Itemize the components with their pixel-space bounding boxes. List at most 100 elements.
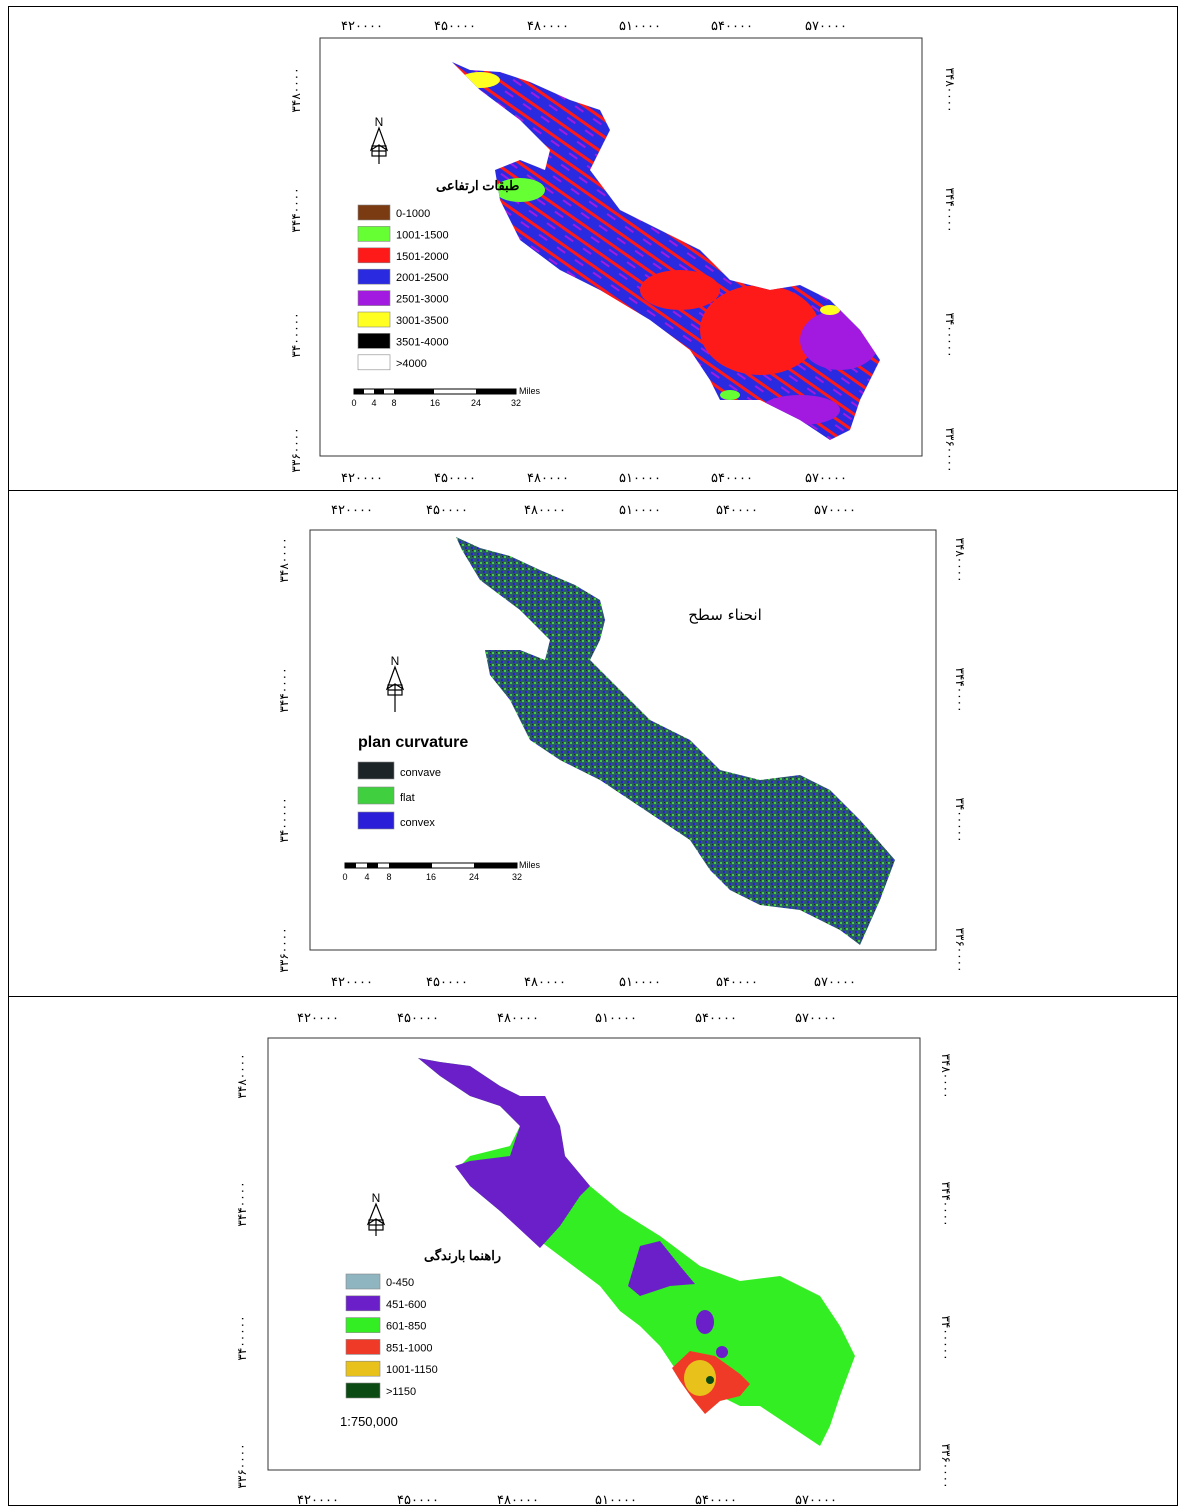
y-tick-label: ۳۳۶۰۰۰۰: [235, 1443, 249, 1488]
legend-label: 601-850: [386, 1321, 426, 1333]
y-tick-label: ۳۳۶۰۰۰۰: [277, 927, 291, 972]
legend-title: راهنما بارندگی: [424, 1247, 501, 1264]
x-tick-label: ۵۴۰۰۰۰: [711, 471, 753, 486]
legend-swatch: [357, 290, 391, 306]
x-tick-label: ۵۷۰۰۰۰: [795, 1493, 837, 1508]
legend-label: convex: [400, 817, 435, 829]
y-tick-label: ۳۴۴۰۰۰۰: [943, 187, 957, 232]
y-tick-label: ۳۴۸۰۰۰۰: [289, 67, 303, 112]
svg-text:32: 32: [511, 398, 521, 408]
svg-text:24: 24: [469, 872, 479, 882]
y-tick-label: ۳۴۴۰۰۰۰: [289, 187, 303, 232]
legend-label: 0-450: [386, 1277, 414, 1289]
legend-swatch: [357, 311, 391, 328]
y-tick-label: ۳۴۰۰۰۰۰: [943, 312, 957, 357]
svg-text:N: N: [375, 115, 384, 129]
y-tick-label: ۳۴۸۰۰۰۰: [277, 537, 291, 582]
y-tick-label: ۳۳۶۰۰۰۰: [943, 427, 957, 472]
x-tick-label: ۴۸۰۰۰۰: [527, 19, 569, 34]
north-arrow-icon: N: [385, 654, 405, 712]
y-tick-label: ۳۴۰۰۰۰۰: [235, 1315, 249, 1360]
x-tick-label: ۴۵۰۰۰۰: [426, 975, 468, 990]
legend-swatch: [345, 1317, 381, 1333]
x-tick-label: ۴۲۰۰۰۰: [331, 503, 373, 518]
x-tick-label: ۵۴۰۰۰۰: [716, 503, 758, 518]
legend-label: 1501-2000: [396, 251, 449, 263]
x-tick-label: ۴۲۰۰۰۰: [331, 975, 373, 990]
legend-items: convave flat convex: [357, 761, 441, 830]
legend: طبقات ارتفاعی: [436, 178, 519, 194]
x-tick-label: ۴۵۰۰۰۰: [434, 471, 476, 486]
x-tick-label: ۴۲۰۰۰۰: [341, 471, 383, 486]
y-tick-label: ۳۴۰۰۰۰۰: [939, 1315, 953, 1360]
x-tick-label: ۴۸۰۰۰۰: [497, 1011, 539, 1026]
svg-text:Miles: Miles: [519, 860, 541, 870]
x-tick-label: ۴۲۰۰۰۰: [297, 1011, 339, 1026]
legend-label: flat: [400, 792, 415, 804]
legend-label: >4000: [396, 358, 427, 370]
legend-title: plan curvature: [358, 734, 468, 751]
x-tick-label: ۵۷۰۰۰۰: [795, 1011, 837, 1026]
x-tick-label: ۴۵۰۰۰۰: [434, 19, 476, 34]
legend-label: 2501-3000: [396, 294, 449, 306]
map-frame: [267, 1037, 921, 1471]
svg-text:4: 4: [371, 398, 376, 408]
y-tick-label: ۳۴۰۰۰۰۰: [289, 312, 303, 357]
x-axis-bottom: ۴۲۰۰۰۰ ۴۵۰۰۰۰ ۴۸۰۰۰۰ ۵۱۰۰۰۰ ۵۴۰۰۰۰ ۵۷۰۰۰…: [297, 1493, 837, 1508]
map-title: انحناء سطح: [688, 606, 762, 624]
legend-swatch: [357, 811, 395, 830]
x-tick-label: ۴۵۰۰۰۰: [397, 1011, 439, 1026]
table-frame: [8, 6, 1178, 1506]
y-tick-label: ۳۴۸۰۰۰۰: [235, 1053, 249, 1098]
svg-text:0: 0: [342, 872, 347, 882]
x-tick-label: ۴۲۰۰۰۰: [341, 19, 383, 34]
curvature-map-panel: انحناء سطح ۴۲۰۰۰۰ ۴۵۰۰۰۰ ۴۸۰۰۰۰ ۵۱۰۰۰۰ ۵…: [277, 503, 967, 990]
legend-label: 451-600: [386, 1299, 426, 1311]
svg-text:24: 24: [471, 398, 481, 408]
x-tick-label: ۴۲۰۰۰۰: [297, 1493, 339, 1508]
row-divider: [8, 996, 1178, 997]
y-tick-label: ۳۴۴۰۰۰۰: [235, 1181, 249, 1226]
x-tick-label: ۵۴۰۰۰۰: [695, 1493, 737, 1508]
legend-label: convave: [400, 767, 441, 779]
svg-text:16: 16: [426, 872, 436, 882]
map-frame: [309, 529, 937, 951]
y-tick-label: ۳۴۰۰۰۰۰: [277, 797, 291, 842]
y-axis-left: ۳۴۸۰۰۰۰ ۳۴۴۰۰۰۰ ۳۴۰۰۰۰۰ ۳۳۶۰۰۰۰: [277, 537, 291, 972]
elevation-map-panel: ۴۲۰۰۰۰ ۴۵۰۰۰۰ ۴۸۰۰۰۰ ۵۱۰۰۰۰ ۵۴۰۰۰۰ ۵۷۰۰۰…: [289, 19, 957, 486]
y-axis-right: ۳۴۸۰۰۰۰ ۳۴۴۰۰۰۰ ۳۴۰۰۰۰۰ ۳۳۶۰۰۰۰: [953, 537, 967, 972]
legend-swatch: [357, 204, 391, 221]
x-tick-label: ۵۴۰۰۰۰: [711, 19, 753, 34]
x-axis-bottom: ۴۲۰۰۰۰ ۴۵۰۰۰۰ ۴۸۰۰۰۰ ۵۱۰۰۰۰ ۵۴۰۰۰۰ ۵۷۰۰۰…: [341, 471, 847, 486]
x-tick-label: ۵۷۰۰۰۰: [805, 19, 847, 34]
x-tick-label: ۵۱۰۰۰۰: [595, 1493, 637, 1508]
x-tick-label: ۵۷۰۰۰۰: [814, 503, 856, 518]
legend-swatch: [345, 1382, 381, 1399]
map-frame: [319, 37, 923, 457]
legend-swatch: [357, 333, 391, 349]
x-tick-label: ۵۷۰۰۰۰: [814, 975, 856, 990]
legend-label: 851-1000: [386, 1342, 433, 1354]
y-tick-label: ۳۴۸۰۰۰۰: [953, 537, 967, 582]
x-axis-bottom: ۴۲۰۰۰۰ ۴۵۰۰۰۰ ۴۸۰۰۰۰ ۵۱۰۰۰۰ ۵۴۰۰۰۰ ۵۷۰۰۰…: [331, 975, 856, 990]
svg-text:16: 16: [430, 398, 440, 408]
svg-text:32: 32: [512, 872, 522, 882]
legend-label: 1001-1500: [396, 229, 449, 241]
y-tick-label: ۳۳۶۰۰۰۰: [289, 427, 303, 472]
legend-label: >1150: [386, 1386, 416, 1398]
y-tick-label: ۳۳۶۰۰۰۰: [939, 1443, 953, 1488]
y-tick-label: ۳۴۸۰۰۰۰: [939, 1053, 953, 1098]
y-tick-label: ۳۴۴۰۰۰۰: [953, 667, 967, 712]
x-tick-label: ۴۸۰۰۰۰: [497, 1493, 539, 1508]
y-axis-right: ۳۴۸۰۰۰۰ ۳۴۴۰۰۰۰ ۳۴۰۰۰۰۰ ۳۳۶۰۰۰۰: [939, 1053, 953, 1488]
legend-label: 2001-2500: [396, 272, 449, 284]
legend-items: 0-1000 1001-1500 1501-2000 2001-2500 2501-30…: [357, 204, 449, 371]
watershed-elevation: [452, 62, 880, 440]
legend-label: 0-1000: [396, 208, 430, 220]
svg-text:8: 8: [386, 872, 391, 882]
legend-swatch: [357, 247, 391, 264]
x-tick-label: ۵۱۰۰۰۰: [619, 975, 661, 990]
x-tick-label: ۴۵۰۰۰۰: [397, 1493, 439, 1508]
legend-swatch: [357, 354, 391, 371]
y-tick-label: ۳۴۴۰۰۰۰: [939, 1181, 953, 1226]
